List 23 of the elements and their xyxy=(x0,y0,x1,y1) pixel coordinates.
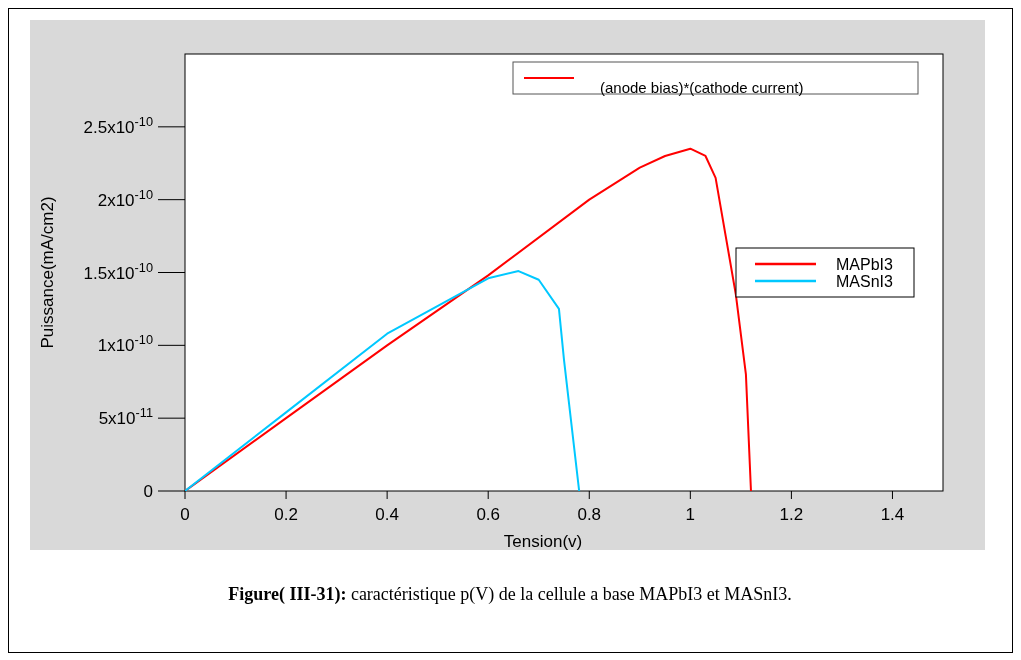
x-tick-label: 0.2 xyxy=(274,505,298,524)
y-tick-label: 5x10$^{-11}$ xyxy=(98,404,153,429)
x-tick-label: 0.8 xyxy=(577,505,602,524)
x-axis-title: Tension(v) xyxy=(503,532,583,551)
y-tick-label: 0 xyxy=(143,482,153,501)
legend-box: (anode bias)*(cathode current) xyxy=(512,61,919,96)
text: Figure( III-31): xyxy=(228,584,347,605)
legend-label: MAPbI3 xyxy=(836,256,894,273)
x-tick-label: 0.6 xyxy=(476,505,501,524)
y-axis-title: Puissance(mA/cm2) xyxy=(38,196,57,349)
text: caractéristique p(V) de la cellule a base MAPbI3 et MASnI3. xyxy=(346,584,792,605)
annotation: (anode bias)*(cathode current) xyxy=(600,79,804,96)
x-tick-label: 0 xyxy=(180,505,190,524)
x-tick-label: 1.4 xyxy=(880,505,905,524)
y-tick-label: 2x10$^{-10}$ xyxy=(97,186,153,210)
x-tick-label: 0.4 xyxy=(375,505,399,524)
x-tick-label: 1.2 xyxy=(779,505,804,524)
line-series xyxy=(185,270,581,491)
x-tick-label: 1 xyxy=(685,505,696,524)
y-tick-label: 1x10$^{-10}$ xyxy=(97,331,153,356)
y-tick-label: 2.5x10$^{-10}$ xyxy=(83,113,153,137)
y-tick-label: 1.5x10$^{-10}$ xyxy=(83,259,153,283)
legend-label: MASnI3 xyxy=(836,273,894,290)
